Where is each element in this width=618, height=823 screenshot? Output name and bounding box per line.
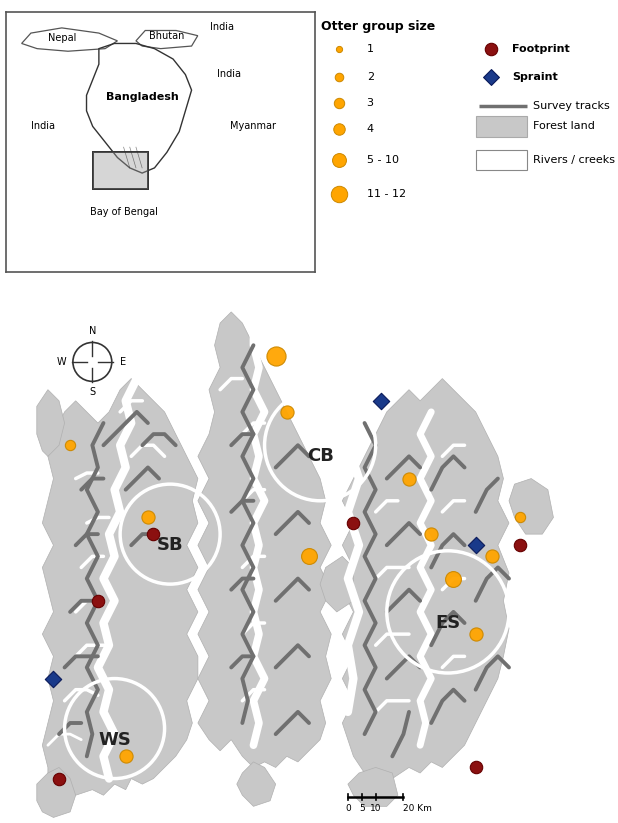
Point — [334, 123, 344, 136]
Bar — [476, 116, 527, 137]
Polygon shape — [37, 767, 75, 817]
Point — [488, 550, 497, 563]
Point — [404, 472, 414, 485]
Point — [65, 439, 75, 452]
Text: 0: 0 — [345, 803, 351, 812]
Point — [93, 594, 103, 607]
Text: 1: 1 — [366, 44, 374, 53]
Point — [376, 394, 386, 407]
Point — [282, 405, 292, 418]
Text: 11 - 12: 11 - 12 — [366, 188, 406, 199]
Polygon shape — [320, 556, 353, 612]
Text: E: E — [120, 357, 126, 367]
Text: SB: SB — [157, 537, 184, 554]
Text: Survey tracks: Survey tracks — [533, 100, 610, 110]
Text: India: India — [211, 22, 234, 32]
Bar — [476, 150, 527, 170]
Polygon shape — [348, 767, 398, 807]
Text: ES: ES — [435, 614, 460, 632]
Point — [349, 517, 358, 530]
Point — [334, 96, 344, 109]
Polygon shape — [237, 762, 276, 807]
Text: 5 - 10: 5 - 10 — [366, 155, 399, 165]
Point — [334, 71, 344, 84]
Point — [334, 42, 344, 55]
Text: 10: 10 — [370, 803, 381, 812]
Point — [426, 528, 436, 541]
Text: W: W — [57, 357, 67, 367]
Point — [54, 772, 64, 785]
Point — [121, 750, 130, 763]
Point — [334, 154, 344, 167]
Text: Footprint: Footprint — [512, 44, 570, 53]
Text: Bay of Bengal: Bay of Bengal — [90, 207, 158, 216]
Point — [271, 350, 281, 363]
Text: 3: 3 — [366, 98, 374, 108]
Point — [486, 42, 496, 55]
Point — [304, 550, 314, 563]
Bar — [93, 152, 148, 188]
Text: Myanmar: Myanmar — [231, 121, 276, 131]
Text: Nepal: Nepal — [48, 33, 76, 44]
Text: Forest land: Forest land — [533, 122, 595, 132]
Text: 4: 4 — [366, 124, 374, 134]
Text: S: S — [89, 388, 95, 398]
Text: 5: 5 — [359, 803, 365, 812]
Point — [334, 187, 344, 200]
Bar — [93, 152, 148, 188]
Point — [143, 511, 153, 524]
Point — [471, 627, 481, 640]
Text: 2: 2 — [366, 72, 374, 82]
Text: Rivers / creeks: Rivers / creeks — [533, 155, 615, 165]
Text: India: India — [217, 69, 240, 79]
Point — [515, 538, 525, 551]
Point — [486, 71, 496, 84]
Point — [515, 511, 525, 524]
Text: Bangladesh: Bangladesh — [106, 92, 179, 103]
Polygon shape — [43, 379, 198, 795]
Text: Spraint: Spraint — [512, 72, 558, 82]
Polygon shape — [509, 478, 554, 534]
Point — [449, 572, 459, 585]
Point — [148, 528, 158, 541]
Point — [49, 672, 59, 685]
Polygon shape — [342, 379, 509, 779]
Text: CB: CB — [307, 448, 334, 465]
Point — [471, 760, 481, 774]
Text: Otter group size: Otter group size — [321, 20, 436, 33]
Text: 20 Km: 20 Km — [404, 803, 433, 812]
Point — [471, 538, 481, 551]
Text: WS: WS — [98, 731, 131, 749]
Text: India: India — [32, 121, 55, 131]
Polygon shape — [198, 312, 331, 767]
Text: Bhutan: Bhutan — [149, 30, 185, 40]
Polygon shape — [37, 389, 64, 456]
Text: N: N — [88, 327, 96, 337]
